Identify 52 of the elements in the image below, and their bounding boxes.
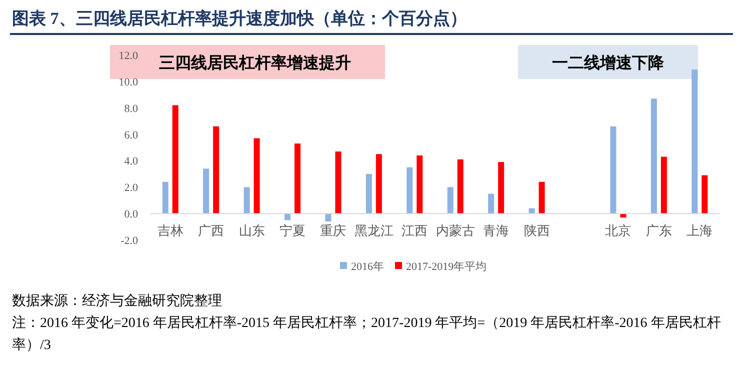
bar — [650, 98, 657, 214]
y-tick-label: 12.0 — [118, 50, 138, 62]
y-tick-label: 2.0 — [124, 182, 138, 194]
bar — [366, 174, 372, 214]
bar — [406, 167, 413, 214]
bar — [702, 175, 708, 214]
y-tick-label: 8.0 — [124, 102, 138, 115]
bar — [244, 187, 250, 214]
bar — [610, 126, 616, 214]
y-tick-label: 4.0 — [124, 156, 138, 168]
legend-label: 2017-2019年平均 — [406, 261, 487, 273]
bar — [692, 70, 698, 214]
text: 注：2016 年变化=2016 年居民杠杆率-2015 年居民杠杆率；2017-2019 年平均=（2019 年居民杠杆率-2016 年居民杠杆率）/3 — [12, 314, 722, 355]
x-tick-label: 陕西 — [524, 223, 550, 238]
bar — [457, 159, 464, 214]
x-tick-label: 内蒙古 — [436, 223, 475, 238]
annotation: 一二线增速下降 — [552, 54, 665, 72]
x-tick-label: 黑龙江 — [354, 223, 394, 238]
annotation: 三四线居民杠杆率增速提升 — [159, 53, 351, 72]
bar — [213, 126, 220, 214]
bar — [172, 105, 178, 214]
y-tick-label: 6.0 — [124, 129, 138, 142]
bar — [162, 182, 168, 214]
bar — [325, 214, 332, 222]
bar — [416, 155, 423, 214]
x-tick-label: 重庆 — [320, 223, 346, 238]
x-tick-label: 上海 — [686, 223, 713, 238]
bar — [538, 182, 545, 214]
bar — [284, 214, 290, 220]
y-tick-label: 0.0 — [124, 208, 138, 221]
y-tick-label: 10.0 — [118, 76, 138, 88]
bar — [203, 168, 210, 214]
bar — [294, 144, 300, 214]
chart-title: 图表 7、三四线居民杠杆率提升速度加快（单位：个百分点） — [12, 9, 467, 28]
legend-label: 2016年 — [351, 261, 384, 273]
bar — [254, 138, 260, 214]
x-tick-label: 山东 — [238, 223, 265, 238]
x-tick-label: 广东 — [646, 223, 672, 238]
x-tick-label: 青海 — [483, 223, 510, 238]
x-tick-label: 宁夏 — [280, 223, 306, 238]
bar — [376, 154, 382, 214]
bar — [660, 156, 667, 214]
bar — [498, 162, 504, 214]
bar — [488, 194, 494, 214]
x-tick-label: 广西 — [198, 223, 224, 238]
y-tick-label: -2.0 — [120, 235, 138, 247]
x-tick-label: 吉林 — [157, 223, 184, 238]
source-note: 数据来源：经济与金融研究院整理 — [12, 292, 223, 311]
x-tick-label: 北京 — [605, 223, 632, 238]
x-tick-label: 江西 — [402, 223, 428, 238]
bar — [335, 151, 342, 214]
bar — [447, 187, 454, 214]
